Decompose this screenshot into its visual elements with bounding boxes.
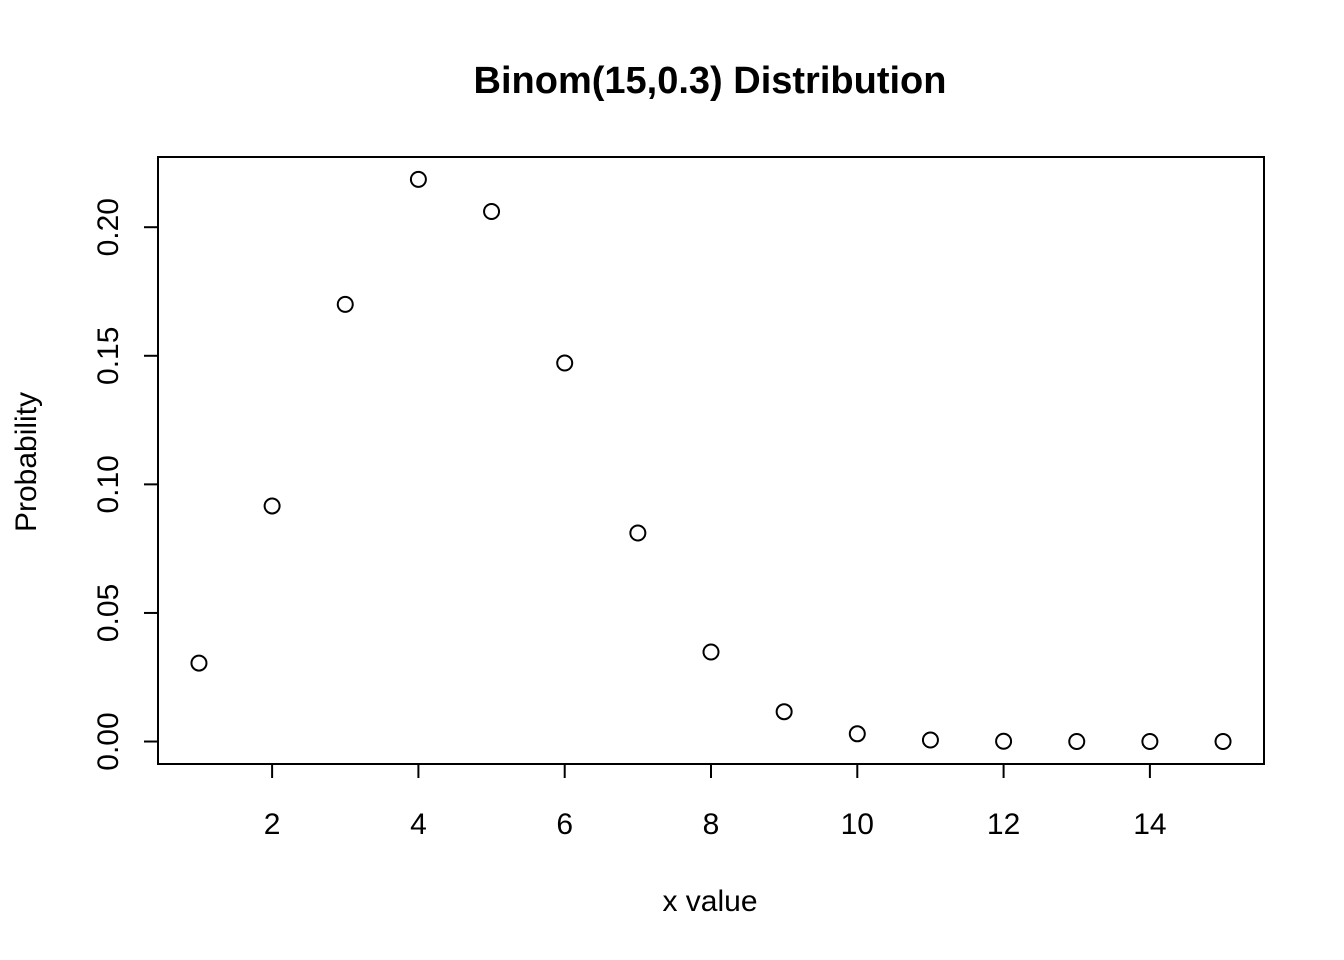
data-point — [1068, 733, 1086, 751]
y-tick-label: 0.15 — [92, 327, 125, 385]
data-point — [263, 497, 281, 515]
data-point — [629, 524, 647, 542]
data-point — [775, 703, 793, 721]
y-tick-label: 0.05 — [92, 584, 125, 642]
x-tick-label: 6 — [556, 808, 573, 841]
y-axis-label: Probability — [10, 392, 43, 532]
data-point — [848, 725, 866, 743]
data-point — [921, 731, 939, 749]
y-tick-label: 0.10 — [92, 455, 125, 513]
x-tick-label: 4 — [410, 808, 427, 841]
data-point — [1141, 733, 1159, 751]
x-axis-label: x value — [662, 885, 757, 918]
data-point — [483, 203, 501, 221]
data-point — [190, 654, 208, 672]
y-tick-label: 0.20 — [92, 198, 125, 256]
data-points — [190, 170, 1232, 751]
chart-title: Binom(15,0.3) Distribution — [474, 60, 947, 102]
x-tick-label: 2 — [264, 808, 281, 841]
data-point — [336, 295, 354, 313]
data-point — [556, 354, 574, 372]
data-point — [1214, 733, 1232, 751]
x-tick-label: 12 — [987, 808, 1020, 841]
y-tick-label: 0.00 — [92, 712, 125, 770]
x-axis: 2 4 6 8 10 12 14 — [264, 763, 1167, 841]
data-point — [702, 643, 720, 661]
y-axis: 0.00 0.05 0.10 0.15 0.20 — [92, 198, 159, 771]
x-tick-label: 8 — [703, 808, 720, 841]
plot-frame — [157, 156, 1265, 765]
x-tick-label: 10 — [841, 808, 874, 841]
x-tick-label: 14 — [1133, 808, 1166, 841]
data-point — [409, 170, 427, 188]
data-point — [995, 732, 1013, 750]
